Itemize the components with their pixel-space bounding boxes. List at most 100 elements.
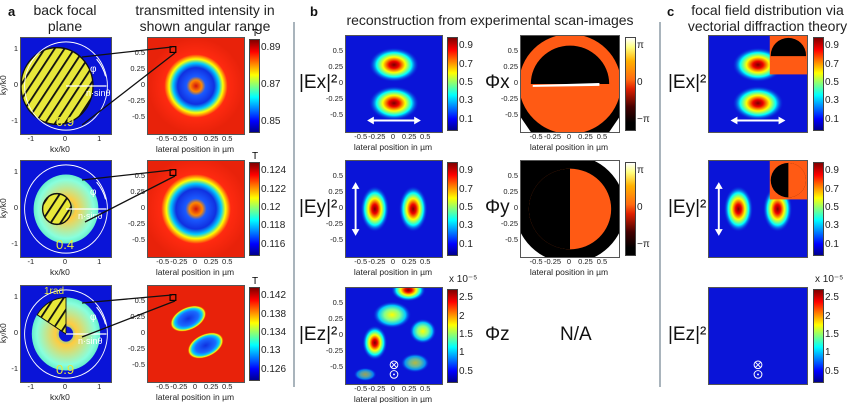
- x-tick-label: 0.5: [420, 132, 431, 141]
- y-tick-label: 0.5: [134, 170, 145, 180]
- x-tick-label: 0.25: [578, 257, 593, 266]
- x-tick-label: 0.25: [578, 132, 593, 141]
- row-label-ex-theory: |Ex|²: [668, 72, 707, 93]
- x-axis-label: lateral position in µm: [155, 144, 235, 154]
- colorbar-tick-label: 1.5: [459, 329, 473, 340]
- ez-theory-map: [708, 287, 808, 385]
- title-transmitted-intensity: transmitted intensity in shown angular r…: [135, 2, 275, 34]
- x-tick-label: -0.25: [170, 134, 188, 143]
- x-tick-label: 0: [390, 384, 396, 393]
- colorbar-tick-label: 0.9: [825, 40, 839, 52]
- x-tick-label: -1: [27, 134, 35, 143]
- y-tick-label: 0: [513, 203, 518, 212]
- colorbar-tick-label: 0.87: [261, 79, 281, 90]
- y-tick-label: 0.25: [328, 313, 343, 323]
- title-back-focal-plane: back focal plane: [33, 2, 97, 34]
- x-tick-label: -0.25: [170, 257, 188, 266]
- colorbar-tick-label: π: [637, 165, 644, 177]
- phase-y-map: [520, 160, 620, 258]
- x-axis-label: lateral position in µm: [353, 394, 433, 403]
- numerical-aperture-label: 0.4: [56, 237, 75, 252]
- x-tick-label: 0.5: [420, 257, 431, 266]
- y-tick-label: -0.25: [500, 94, 518, 104]
- colorbar-tick-label: 0.7: [825, 183, 839, 195]
- y-tick-label: -0.5: [132, 360, 145, 370]
- ey-intensity-map: [345, 160, 443, 258]
- y-tick-label: 0.25: [503, 186, 518, 196]
- colorbar-tick-label: 0.7: [459, 58, 473, 70]
- row-label-ex: |Ex|²: [299, 72, 338, 93]
- colorbar-tick-label: 0.1: [459, 113, 473, 125]
- y-tick-label: -0.5: [132, 112, 145, 122]
- row-label-ez-theory: |Ez|²: [668, 324, 707, 345]
- colorbar-tick-label: 1: [459, 347, 465, 359]
- y-tick-label: 0.5: [507, 45, 518, 55]
- colorbar-tick-label: 0.7: [825, 58, 839, 70]
- x-tick-label: -0.25: [543, 257, 562, 266]
- y-tick-label: 0: [13, 328, 18, 337]
- colorbar-tick-label: 0.5: [825, 365, 839, 377]
- colorbar-tick-label: 0.3: [459, 95, 473, 107]
- colorbar-tick-label: 0.3: [459, 220, 473, 232]
- x-tick-label: 0: [192, 134, 198, 143]
- y-tick-label: -0.25: [325, 346, 343, 356]
- colorbar-tick-label: 0.7: [459, 183, 473, 195]
- colorbar-tick-label: 0.3: [825, 95, 839, 107]
- x-axis-label: kx/k0: [50, 392, 70, 402]
- colorbar-tick-label: 2.5: [825, 292, 839, 304]
- x-tick-label: 0: [62, 382, 68, 391]
- x-axis-label: lateral position in µm: [353, 142, 433, 152]
- row-label-phiz: Φz: [485, 324, 510, 345]
- y-tick-label: 0.5: [332, 297, 343, 307]
- colorbar-tick-label: 0.9: [459, 40, 473, 52]
- row-label-ey-theory: |Ey|²: [668, 197, 707, 218]
- y-tick-label: 0: [338, 78, 343, 87]
- colorbar-tick-label: 0.89: [261, 42, 281, 54]
- colorbar-tick-label: 0.9: [825, 165, 839, 177]
- y-tick-label: 0.25: [328, 186, 343, 196]
- intensity-colorbar: [813, 162, 824, 256]
- x-tick-label: -0.25: [543, 132, 562, 141]
- x-axis-label: kx/k0: [50, 144, 70, 154]
- x-tick-label: -0.25: [368, 132, 386, 141]
- x-tick-label: 1: [97, 134, 102, 143]
- y-tick-label: 0.25: [130, 186, 145, 196]
- colorbar-tick-label: −π: [637, 238, 650, 250]
- x-tick-label: 1: [97, 257, 102, 266]
- x-axis-label: lateral position in µm: [353, 267, 433, 277]
- transmission-colorbar: [249, 162, 260, 256]
- y-tick-label: 0: [338, 203, 343, 212]
- sector-label: 1rad: [44, 286, 65, 297]
- numerical-aperture-label: 0.9: [56, 114, 75, 129]
- colorbar-tick-label: 0.5: [825, 202, 839, 213]
- colorbar-exponent: x 10⁻⁵: [449, 274, 478, 285]
- n-sin-theta-label: n·sinθ: [78, 211, 103, 221]
- ey-theory-map: [708, 160, 808, 258]
- phi-label: φ: [90, 64, 97, 75]
- colorbar-tick-label: 0.3: [825, 220, 839, 232]
- colorbar-unit-label: T: [252, 276, 259, 287]
- row-label-ez: |Ez|²: [299, 324, 338, 345]
- y-tick-label: 0: [140, 80, 145, 89]
- colorbar-tick-label: 1.5: [825, 329, 839, 340]
- colorbar-tick-label: 0.118: [261, 220, 286, 232]
- colorbar-tick-label: −π: [637, 113, 650, 125]
- y-tick-label: 0.5: [332, 170, 343, 180]
- x-tick-label: 0: [192, 382, 198, 391]
- colorbar-tick-label: 0.5: [459, 365, 473, 377]
- y-tick-label: 0.5: [332, 45, 343, 55]
- intensity-colorbar: [447, 162, 458, 256]
- colorbar-tick-label: 0.126: [261, 363, 287, 375]
- x-axis-label: lateral position in µm: [529, 267, 609, 277]
- x-tick-label: 0: [390, 132, 396, 141]
- colorbar-tick-label: 0.142: [261, 290, 287, 302]
- y-tick-label: 0: [140, 328, 145, 337]
- x-tick-label: 0.5: [222, 134, 233, 143]
- colorbar-tick-label: 0.9: [459, 165, 473, 177]
- colorbar-tick-label: 0.122: [261, 183, 287, 195]
- n-sin-theta-label: n·sinθ: [78, 336, 103, 346]
- panel-label-c: c: [667, 4, 675, 19]
- x-tick-label: -0.5: [354, 384, 368, 393]
- x-tick-label: -0.5: [156, 134, 170, 143]
- x-tick-label: 0.5: [222, 257, 233, 266]
